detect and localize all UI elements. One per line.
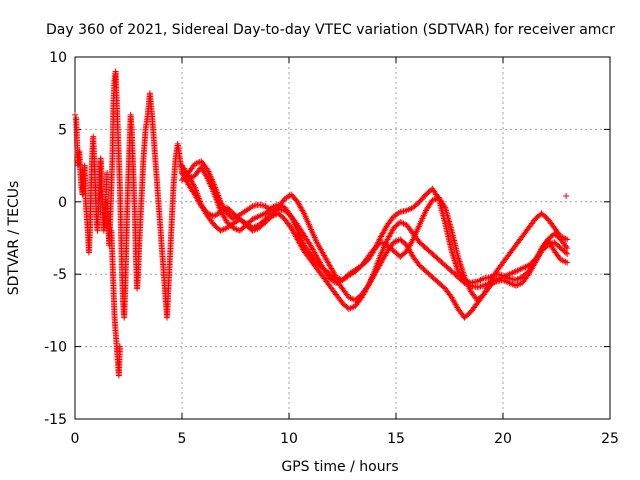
data-point [280, 197, 287, 204]
data-point [564, 250, 571, 257]
data-point [562, 249, 569, 256]
data-point [563, 193, 570, 200]
x-axis-label: GPS time / hours [281, 459, 398, 475]
plot-frame [74, 56, 611, 420]
data-point [563, 243, 570, 250]
data-point [564, 259, 571, 266]
x-tick-labels: 0 5 10 15 20 25 [71, 431, 619, 447]
data-point [72, 111, 78, 118]
data-point [441, 203, 448, 210]
data-point [116, 343, 123, 350]
y-axis-label: SDTVAR / TECUs [6, 181, 22, 296]
y-tick-label: 0 [58, 195, 67, 211]
grid-lines [75, 57, 610, 419]
data-point [564, 245, 571, 252]
y-tick-labels: -15 -10 -5 0 5 10 [44, 50, 67, 428]
data-point [287, 211, 294, 218]
data-point [191, 182, 198, 189]
x-tick-label: 5 [178, 431, 187, 447]
y-tick-label: -5 [53, 267, 67, 283]
x-tick-label: 0 [71, 431, 80, 447]
data-point [409, 237, 416, 244]
y-tick-label: 10 [49, 50, 67, 66]
x-tick-label: 25 [601, 431, 619, 447]
axis-ticks [74, 56, 611, 420]
data-point [564, 236, 571, 243]
y-tick-label: -10 [44, 340, 67, 356]
y-tick-label: 5 [58, 122, 67, 138]
chart-title: Day 360 of 2021, Sidereal Day-to-day VTE… [46, 22, 615, 38]
x-tick-label: 15 [387, 431, 405, 447]
data-point [203, 174, 210, 181]
y-tick-label: -15 [44, 412, 67, 428]
x-tick-label: 10 [280, 431, 298, 447]
data-point [389, 214, 396, 221]
data-points [72, 68, 571, 379]
data-point [300, 208, 307, 215]
x-tick-label: 20 [494, 431, 512, 447]
